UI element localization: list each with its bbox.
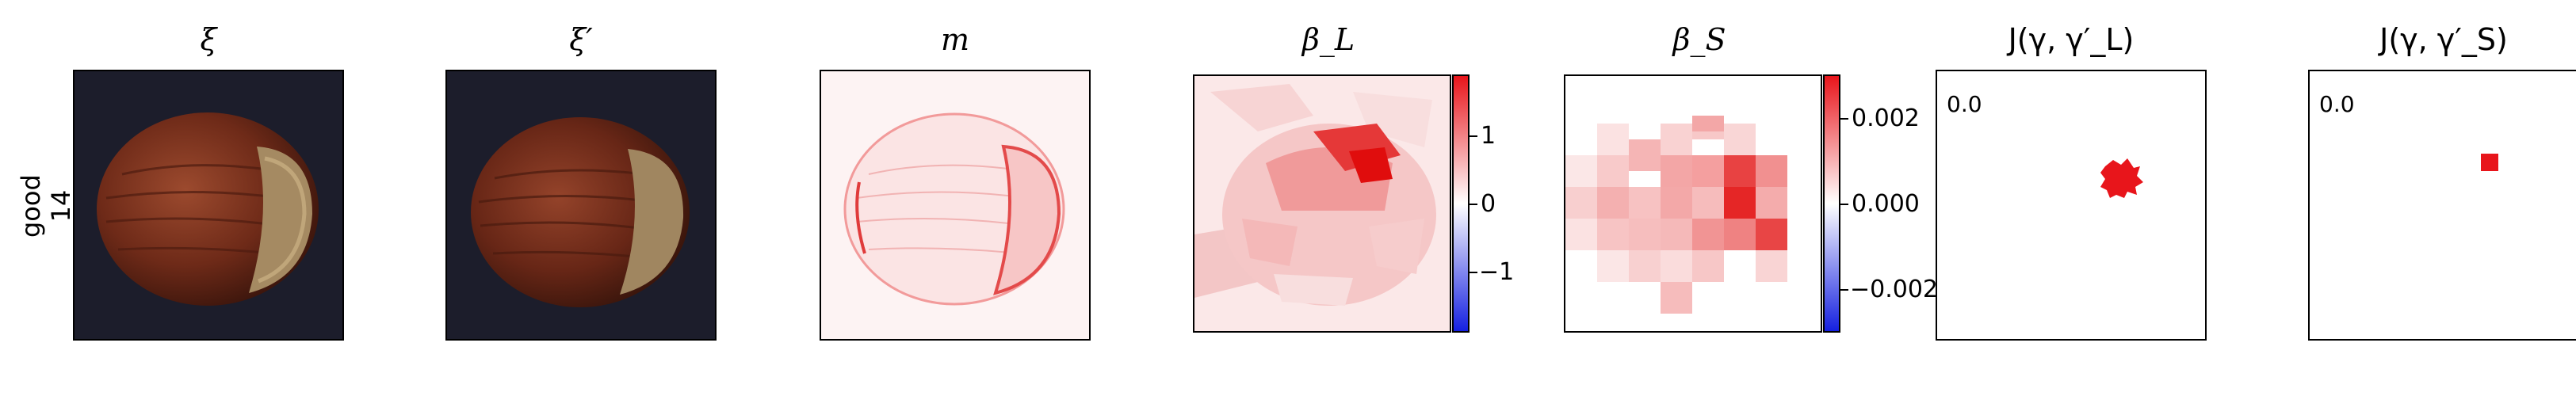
hazelnut-image [97, 112, 319, 306]
hazelnut-image-2 [471, 117, 690, 307]
title-m: m [940, 22, 970, 57]
title-xi-prime: ξ′ [569, 22, 593, 57]
beta-l-map [1194, 76, 1450, 331]
cb-s-label-pos: 0.002 [1852, 105, 1920, 132]
j-s-value: 0.0 [2319, 91, 2355, 117]
j-l-value: 0.0 [1947, 91, 1982, 117]
title-xi: ξ [200, 22, 217, 57]
beta-s-map [1565, 76, 1821, 331]
colorbar-beta-l [1452, 74, 1470, 333]
image-xi-prime [445, 70, 717, 341]
cb-l-label-1: 1 [1481, 122, 1496, 150]
heatmap-beta-s [1564, 74, 1822, 333]
title-beta-l: β_L [1301, 22, 1355, 57]
jaccard-s-panel [2308, 70, 2576, 341]
cb-s-label-neg: −0.002 [1850, 276, 1939, 303]
cb-s-tick-pos [1840, 118, 1848, 120]
cb-l-label-neg1: −1 [1479, 258, 1515, 286]
mask-image [843, 112, 1065, 306]
cb-s-label-0: 0.000 [1852, 190, 1920, 218]
colorbar-beta-s [1823, 74, 1840, 333]
cb-l-label-0: 0 [1481, 190, 1496, 218]
heatmap-beta-l [1193, 74, 1451, 333]
jaccard-s-map [2481, 154, 2498, 171]
row-label: good 14 [16, 174, 76, 238]
cb-s-tick-neg [1840, 289, 1848, 291]
jaccard-l-map [2100, 158, 2143, 198]
cb-l-tick-1 [1470, 135, 1477, 137]
title-beta-s: β_S [1672, 22, 1726, 57]
image-xi [73, 70, 344, 341]
title-j-l: J(γ, γ′_L) [2008, 22, 2135, 57]
cb-l-tick-neg1 [1470, 272, 1477, 273]
cb-l-tick-0 [1470, 204, 1477, 205]
cb-s-tick-0 [1840, 204, 1848, 205]
row-label-line1: good [16, 174, 46, 238]
title-j-s: J(γ, γ′_S) [2379, 22, 2508, 57]
jaccard-l-panel [1936, 70, 2207, 341]
row-label-line2: 14 [46, 189, 76, 223]
mask-m [820, 70, 1091, 341]
